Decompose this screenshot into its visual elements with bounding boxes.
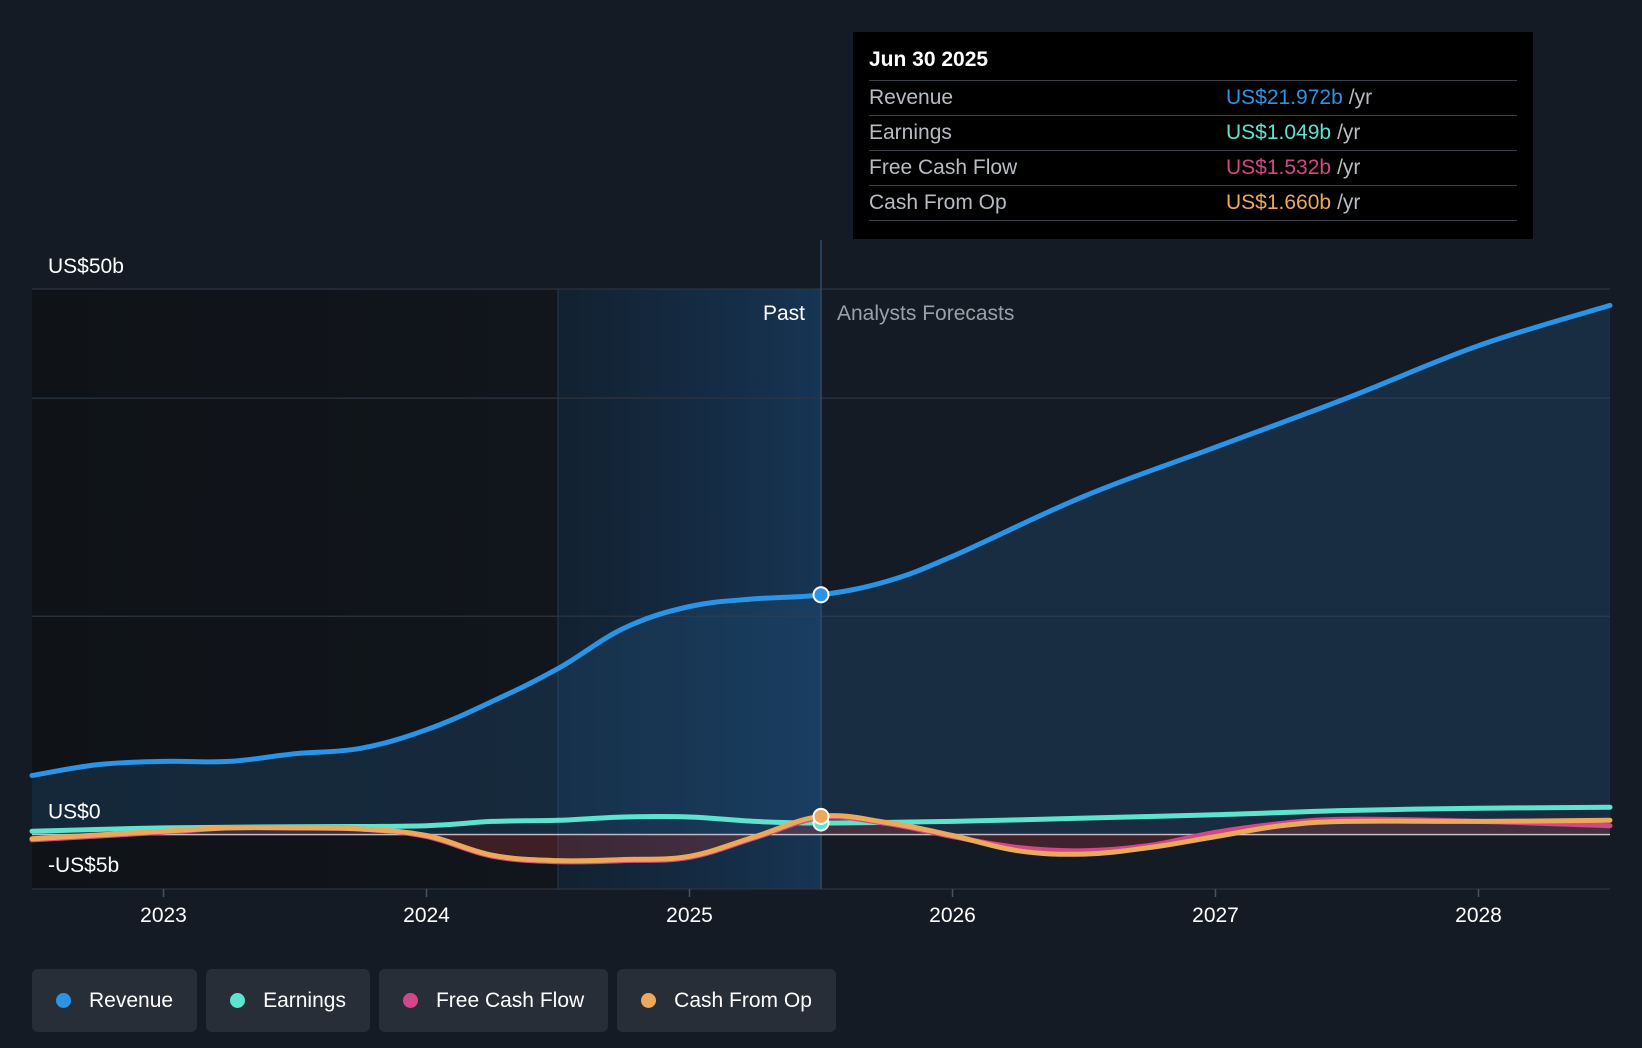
cash-from-op-dot-icon <box>641 993 657 1008</box>
earnings-dot-icon <box>230 993 246 1008</box>
legend-item-free-cash-flow[interactable]: Free Cash Flow <box>378 969 609 1032</box>
legend-item-cash-from-op[interactable]: Cash From Op <box>617 969 836 1032</box>
y-label-bottom: -US$5b <box>48 854 119 877</box>
tooltip-unit: /yr <box>1337 156 1361 179</box>
x-tick-label: 2026 <box>929 904 976 927</box>
tooltip-label: Earnings <box>869 121 952 144</box>
cash-from-op-marker <box>812 807 830 825</box>
y-label-zero: US$0 <box>48 800 101 823</box>
chart: US$50b US$0 -US$5b Past Analysts Forecasts 20… <box>29 240 1613 927</box>
legend-item-revenue[interactable]: Revenue <box>32 969 198 1032</box>
legend-label: Revenue <box>89 988 174 1012</box>
x-tick-label: 2027 <box>1192 904 1239 927</box>
x-tick-label: 2028 <box>1455 904 1502 927</box>
tooltip-label: Revenue <box>869 86 954 109</box>
tooltip-value: US$1.049b <box>1226 121 1332 144</box>
legend-item-earnings[interactable]: Earnings <box>206 969 370 1032</box>
tooltip-unit: /yr <box>1348 86 1373 109</box>
cash-from-op-line <box>29 813 1613 864</box>
tooltip-row-free-cash-flow: Free Cash Flow US$1.532b /yr <box>869 151 1517 186</box>
x-tick-label: 2023 <box>140 904 187 927</box>
tooltip-label: Cash From Op <box>869 191 1007 214</box>
legend-label: Cash From Op <box>674 988 812 1012</box>
revenue-marker <box>812 586 830 604</box>
tooltip-row-revenue: Revenue US$21.972b /yr <box>869 81 1517 116</box>
revenue-area <box>32 305 1610 835</box>
free-cash-flow-dot-icon <box>402 993 418 1008</box>
tooltip-unit: /yr <box>1337 191 1361 214</box>
tooltip: Jun 30 2025 Revenue US$21.972b /yr Earni… <box>853 32 1533 239</box>
tooltip-value: US$1.660b <box>1226 191 1332 214</box>
tooltip-row-earnings: Earnings US$1.049b /yr <box>869 116 1517 151</box>
tooltip-value: US$1.532b <box>1226 156 1332 179</box>
revenue-dot-icon <box>56 993 71 1008</box>
tooltip-row-cash-from-op: Cash From Op US$1.660b /yr <box>869 186 1517 221</box>
highlight-region <box>558 289 821 889</box>
x-tick-label: 2025 <box>666 904 713 927</box>
y-label-top: US$50b <box>48 255 124 278</box>
x-tick-label: 2024 <box>403 904 450 927</box>
legend-label: Free Cash Flow <box>435 988 585 1012</box>
forecast-label: Analysts Forecasts <box>837 302 1014 325</box>
tooltip-unit: /yr <box>1337 121 1361 144</box>
legend: Revenue Earnings Free Cash Flow Cash Fro… <box>32 969 836 1032</box>
tooltip-value: US$21.972b <box>1226 86 1343 109</box>
past-label: Past <box>763 302 805 325</box>
tooltip-label: Free Cash Flow <box>869 156 1018 179</box>
legend-label: Earnings <box>263 988 346 1012</box>
revenue-line <box>29 302 1613 778</box>
tooltip-date: Jun 30 2025 <box>869 46 1517 81</box>
